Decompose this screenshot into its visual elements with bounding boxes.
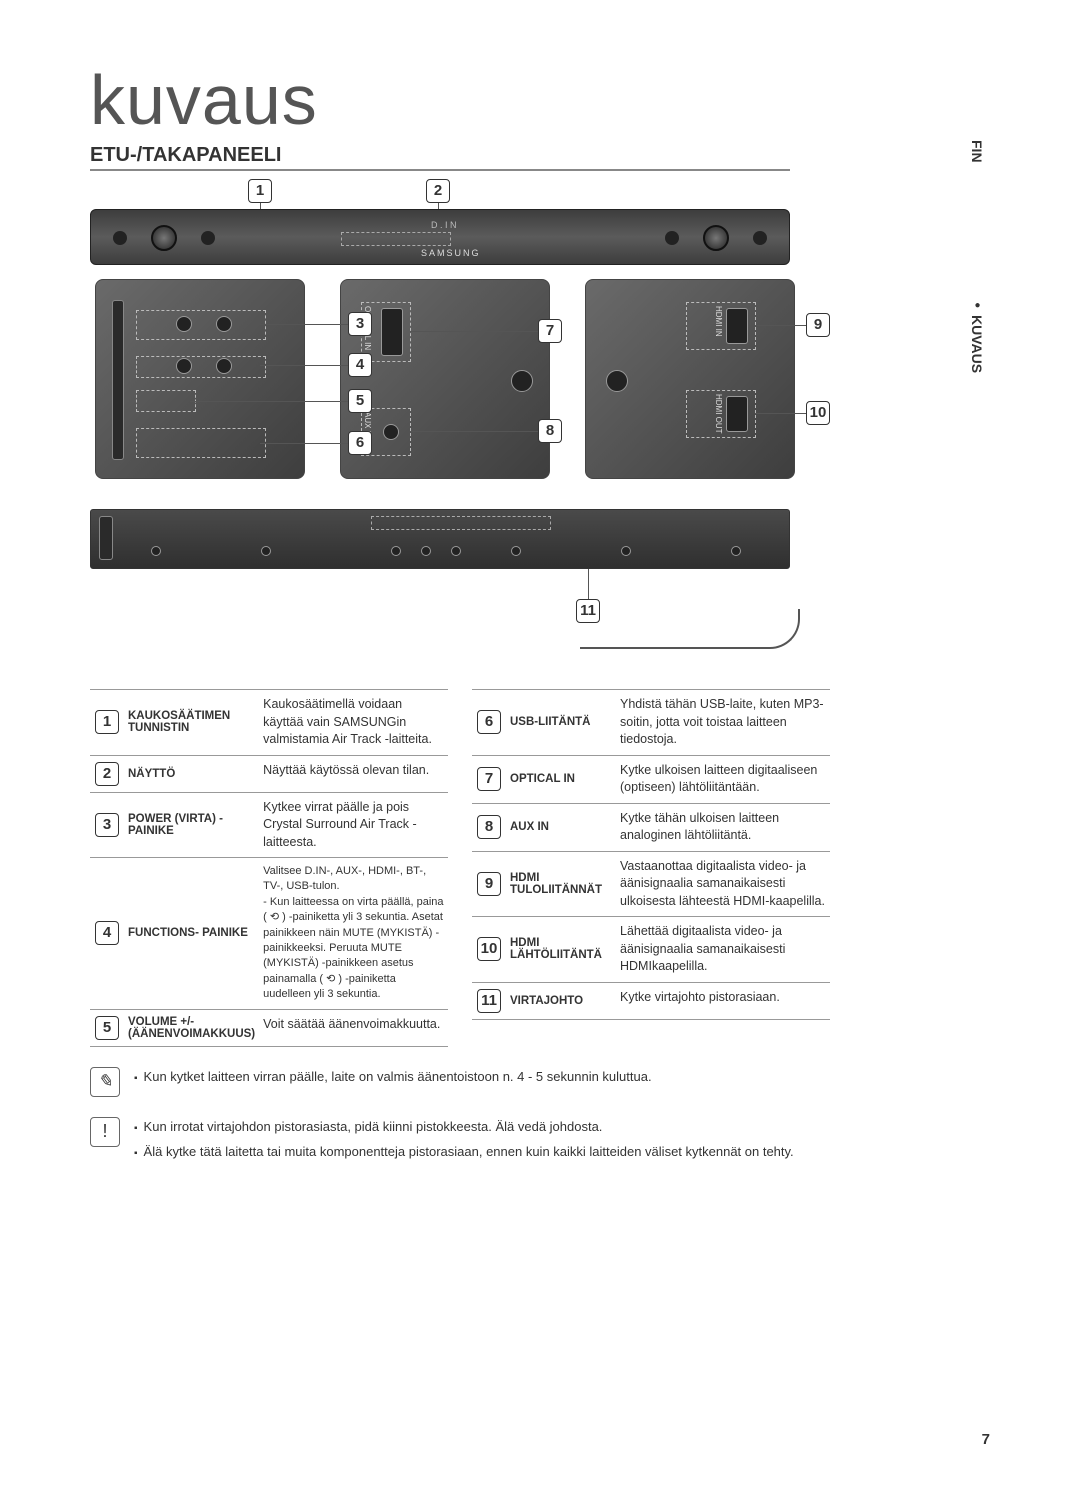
din-label: D . I N xyxy=(431,220,457,230)
page-title: kuvaus xyxy=(90,60,1000,140)
note-warning: ! Kun irrotat virtajohdon pistorasiasta,… xyxy=(90,1117,830,1162)
table-row: 2NÄYTTÖNäyttää käytössä olevan tilan. xyxy=(90,755,448,792)
table-right: 6USB-LIITÄNTÄYhdistä tähän USB-laite, ku… xyxy=(472,689,830,1020)
note-info: ✎ Kun kytket laitteen virran päälle, lai… xyxy=(90,1067,830,1097)
callout-4: 4 xyxy=(348,353,372,377)
legend-tables: 1KAUKOSÄÄTIMEN TUNNISTINKaukosäätimellä … xyxy=(90,689,830,1047)
side-panel-right: HDMI IN HDMI OUT xyxy=(585,279,795,479)
caution-icon: ! xyxy=(90,1117,120,1147)
table-row: 1KAUKOSÄÄTIMEN TUNNISTINKaukosäätimellä … xyxy=(90,690,448,756)
callout-1: 1 xyxy=(248,179,272,203)
table-row: 3POWER (VIRTA) -PAINIKEKytkee virrat pää… xyxy=(90,792,448,858)
callout-11: 11 xyxy=(576,599,600,623)
note-text: Kun irrotat virtajohdon pistorasiasta, p… xyxy=(134,1117,794,1137)
callout-9: 9 xyxy=(806,313,830,337)
side-label-kuvaus: KUVAUS xyxy=(969,300,985,373)
table-row: 5VOLUME +/- (ÄÄNENVOIMAKKUUS)Voit säätää… xyxy=(90,1009,448,1046)
note-text: Kun kytket laitteen virran päälle, laite… xyxy=(134,1067,652,1087)
callout-2: 2 xyxy=(426,179,450,203)
power-cable xyxy=(580,609,800,649)
note-text: Älä kytke tätä laitetta tai muita kompon… xyxy=(134,1142,794,1162)
section-subtitle: ETU-/TAKAPANEELI xyxy=(90,144,790,171)
callout-6: 6 xyxy=(348,431,372,455)
callout-5: 5 xyxy=(348,389,372,413)
table-row: 8AUX INKytke tähän ulkoisen laitteen ana… xyxy=(472,803,830,851)
brand-label: SAMSUNG xyxy=(421,248,481,258)
side-panel-left xyxy=(95,279,305,479)
pencil-icon: ✎ xyxy=(90,1067,120,1097)
side-label-fin: FIN xyxy=(969,140,985,163)
callout-3: 3 xyxy=(348,312,372,336)
table-row: 4FUNCTIONS- PAINIKEValitsee D.IN-, AUX-,… xyxy=(90,858,448,1010)
soundbar-front: D . I N SAMSUNG xyxy=(90,209,790,265)
page-number: 7 xyxy=(982,1431,990,1448)
table-row: 7OPTICAL INKytke ulkoisen laitteen digit… xyxy=(472,755,830,803)
callout-10: 10 xyxy=(806,401,830,425)
table-row: 6USB-LIITÄNTÄYhdistä tähän USB-laite, ku… xyxy=(472,690,830,756)
table-row: 10HDMI LÄHTÖLIITÄNTÄLähettää digitaalist… xyxy=(472,917,830,983)
panel-diagram: 1 2 D . I N SAMSUNG OPTICAL IN AUX IN xyxy=(90,179,810,659)
soundbar-bottom xyxy=(90,509,790,569)
callout-7: 7 xyxy=(538,319,562,343)
table-row: 9HDMI TULOLIITÄNNÄTVastaanottaa digitaal… xyxy=(472,851,830,917)
callout-8: 8 xyxy=(538,419,562,443)
table-left: 1KAUKOSÄÄTIMEN TUNNISTINKaukosäätimellä … xyxy=(90,689,448,1047)
table-row: 11VIRTAJOHTOKytke virtajohto pistorasiaa… xyxy=(472,982,830,1019)
